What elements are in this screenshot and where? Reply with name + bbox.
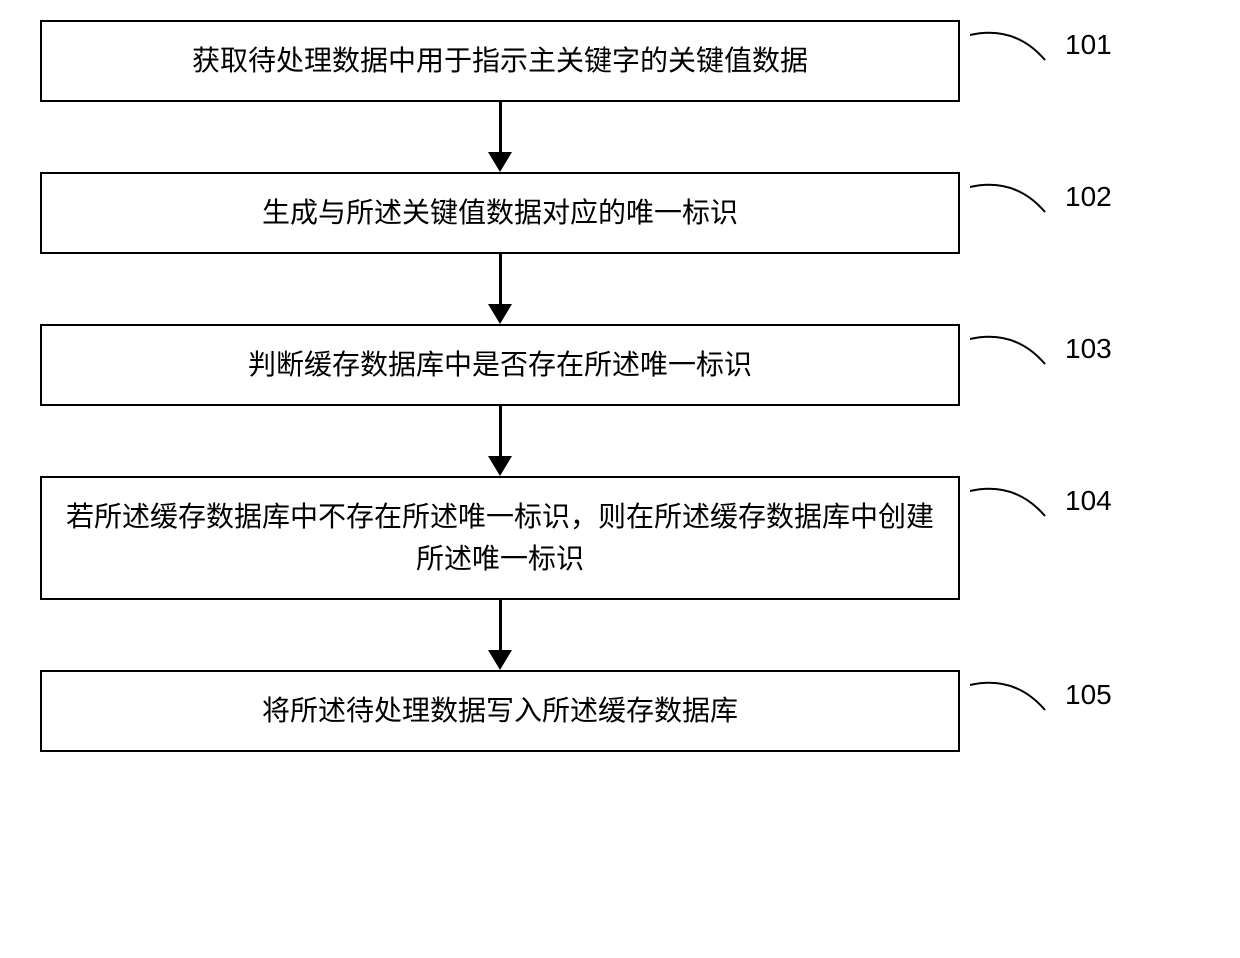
step-label-5: 105 <box>970 670 1112 720</box>
arrow-head-icon <box>488 152 512 172</box>
arrow-line-icon <box>499 254 502 306</box>
arrow-line-icon <box>499 102 502 154</box>
step-box-2: 生成与所述关键值数据对应的唯一标识 <box>40 172 960 254</box>
step-row-2: 生成与所述关键值数据对应的唯一标识 102 <box>40 172 1200 254</box>
step-label-1: 101 <box>970 20 1112 70</box>
step-label-3: 103 <box>970 324 1112 374</box>
step-number-2: 102 <box>1065 181 1112 213</box>
arrow-line-icon <box>499 406 502 458</box>
step-text-2: 生成与所述关键值数据对应的唯一标识 <box>262 192 738 234</box>
step-row-3: 判断缓存数据库中是否存在所述唯一标识 103 <box>40 324 1200 406</box>
arrow-head-icon <box>488 650 512 670</box>
step-label-2: 102 <box>970 172 1112 222</box>
step-box-5: 将所述待处理数据写入所述缓存数据库 <box>40 670 960 752</box>
arrow-line-icon <box>499 600 502 652</box>
step-box-1: 获取待处理数据中用于指示主关键字的关键值数据 <box>40 20 960 102</box>
step-text-1: 获取待处理数据中用于指示主关键字的关键值数据 <box>192 40 808 82</box>
connector-curve-icon <box>970 670 1060 720</box>
arrow-head-icon <box>488 456 512 476</box>
step-text-4: 若所述缓存数据库中不存在所述唯一标识，则在所述缓存数据库中创建所述唯一标识 <box>62 496 938 580</box>
arrow-4-5 <box>40 600 960 670</box>
connector-curve-icon <box>970 476 1060 526</box>
step-number-3: 103 <box>1065 333 1112 365</box>
step-text-3: 判断缓存数据库中是否存在所述唯一标识 <box>248 344 752 386</box>
step-row-1: 获取待处理数据中用于指示主关键字的关键值数据 101 <box>40 20 1200 102</box>
step-number-1: 101 <box>1065 29 1112 61</box>
step-box-3: 判断缓存数据库中是否存在所述唯一标识 <box>40 324 960 406</box>
connector-curve-icon <box>970 20 1060 70</box>
step-number-5: 105 <box>1065 679 1112 711</box>
step-row-4: 若所述缓存数据库中不存在所述唯一标识，则在所述缓存数据库中创建所述唯一标识 10… <box>40 476 1200 600</box>
step-row-5: 将所述待处理数据写入所述缓存数据库 105 <box>40 670 1200 752</box>
step-number-4: 104 <box>1065 485 1112 517</box>
step-text-5: 将所述待处理数据写入所述缓存数据库 <box>262 690 738 732</box>
arrow-2-3 <box>40 254 960 324</box>
connector-curve-icon <box>970 172 1060 222</box>
step-label-4: 104 <box>970 476 1112 526</box>
connector-curve-icon <box>970 324 1060 374</box>
arrow-3-4 <box>40 406 960 476</box>
flowchart-container: 获取待处理数据中用于指示主关键字的关键值数据 101 生成与所述关键值数据对应的… <box>40 20 1200 752</box>
arrow-1-2 <box>40 102 960 172</box>
step-box-4: 若所述缓存数据库中不存在所述唯一标识，则在所述缓存数据库中创建所述唯一标识 <box>40 476 960 600</box>
arrow-head-icon <box>488 304 512 324</box>
